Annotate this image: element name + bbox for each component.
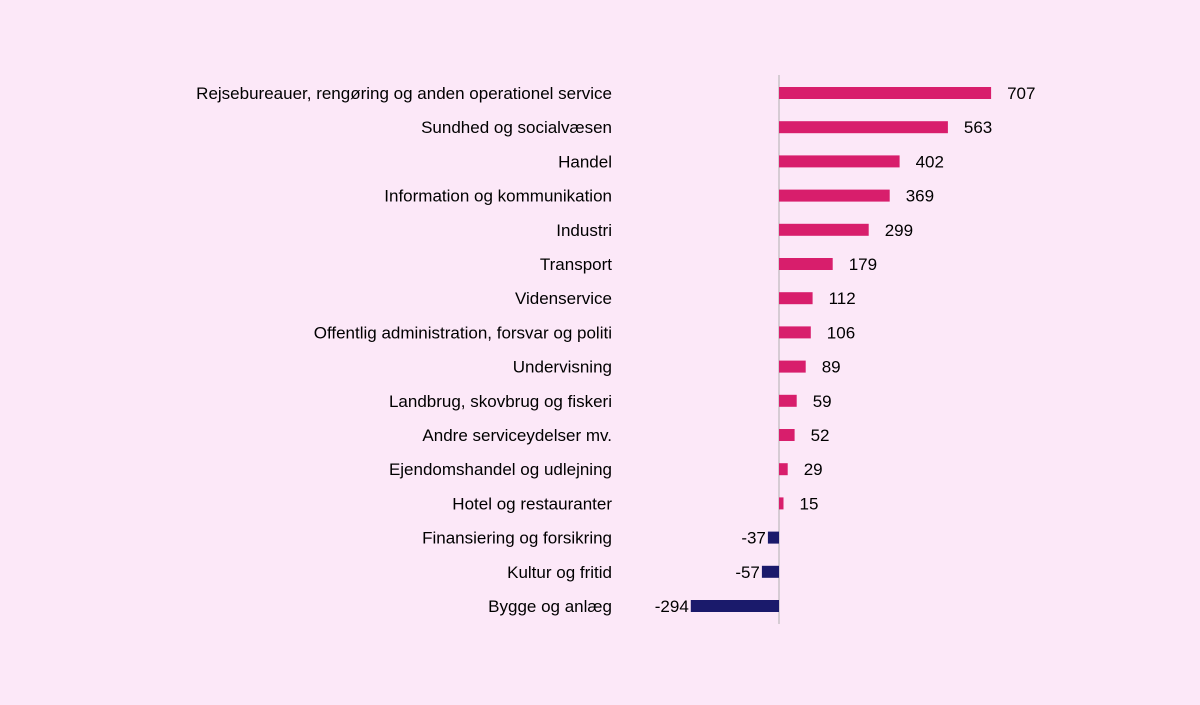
category-label: Transport — [540, 255, 612, 274]
bar — [690, 600, 779, 612]
data-label: 563 — [964, 118, 992, 137]
data-label: 402 — [916, 152, 944, 171]
bar — [779, 223, 869, 236]
category-label: Undervisning — [513, 358, 612, 377]
category-label: Offentlig administration, forsvar og pol… — [314, 323, 612, 342]
bar — [779, 292, 813, 305]
data-label: 59 — [813, 392, 832, 411]
data-label: 89 — [822, 358, 841, 377]
data-label: 369 — [906, 187, 934, 206]
category-label: Rejsebureauer, rengøring og anden operat… — [196, 84, 612, 103]
bar — [779, 155, 900, 168]
bar — [779, 463, 788, 476]
bar — [779, 360, 806, 373]
category-label: Kultur og fritid — [507, 563, 612, 582]
category-label: Industri — [556, 221, 612, 240]
bar — [761, 565, 779, 578]
bar — [779, 121, 948, 134]
category-label: Landbrug, skovbrug og fiskeri — [389, 392, 612, 411]
data-label: -37 — [741, 529, 766, 548]
category-label: Ejendomshandel og udlejning — [389, 460, 612, 479]
data-label: 29 — [804, 460, 823, 479]
data-label: -57 — [735, 563, 760, 582]
data-label: 52 — [811, 426, 830, 445]
bar — [779, 258, 833, 270]
category-label: Sundhed og socialvæsen — [421, 118, 612, 137]
bar — [779, 394, 797, 407]
category-label: Bygge og anlæg — [488, 597, 612, 616]
category-label: Handel — [558, 152, 612, 171]
data-label: 299 — [885, 221, 913, 240]
bar — [779, 189, 890, 202]
data-label: 707 — [1007, 84, 1035, 103]
category-label: Information og kommunikation — [384, 187, 612, 206]
category-label: Finansiering og forsikring — [422, 529, 612, 548]
bar — [779, 326, 811, 339]
category-label: Hotel og restauranter — [452, 494, 612, 513]
data-label: 15 — [800, 494, 819, 513]
category-label: Andre serviceydelser mv. — [422, 426, 612, 445]
data-label: -294 — [655, 597, 689, 616]
data-label: 106 — [827, 323, 855, 342]
data-label: 112 — [829, 289, 856, 308]
bar — [779, 497, 784, 510]
category-label: Videnservice — [515, 289, 612, 308]
bar — [767, 531, 779, 544]
data-label: 179 — [849, 255, 877, 274]
bar — [779, 429, 795, 441]
bar — [779, 87, 992, 99]
